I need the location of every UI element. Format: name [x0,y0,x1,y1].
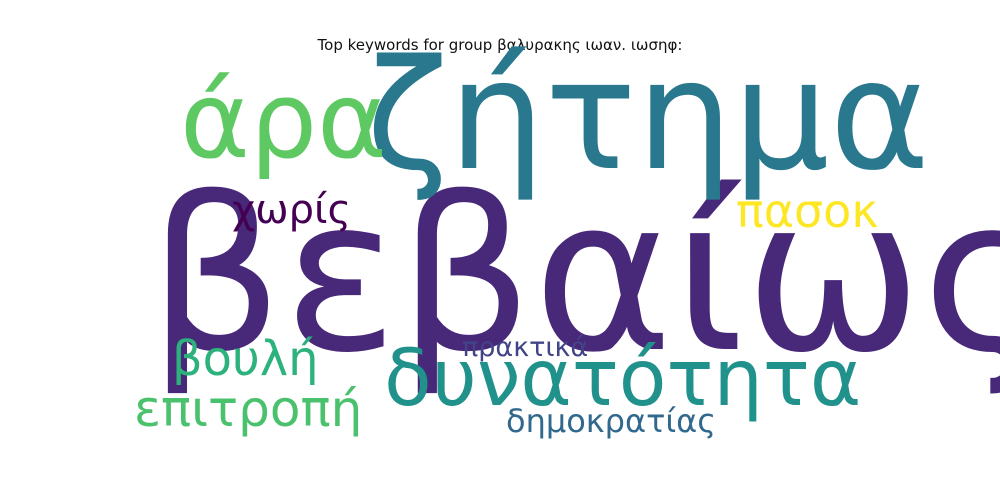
keyword-ara: άρα [180,59,388,182]
keyword-choris: χωρίς [232,187,352,233]
figure-title: Top keywords for group βαλυρακης ιωαν. ι… [317,36,683,54]
keyword-vouli: βουλή [172,331,319,387]
keyword-dynatotita: δυνατότητα [384,334,862,424]
keyword-zitima: ζήτημα [366,27,930,204]
keyword-praktika: πρακτικά [462,332,589,363]
keyword-vevaios: βεβαίως [148,152,1000,399]
keyword-dimokratias: δημοκρατίας [506,402,717,440]
keyword-pasok: πασοκ [736,184,879,238]
keyword-epitropi: επιτροπή [134,380,363,438]
